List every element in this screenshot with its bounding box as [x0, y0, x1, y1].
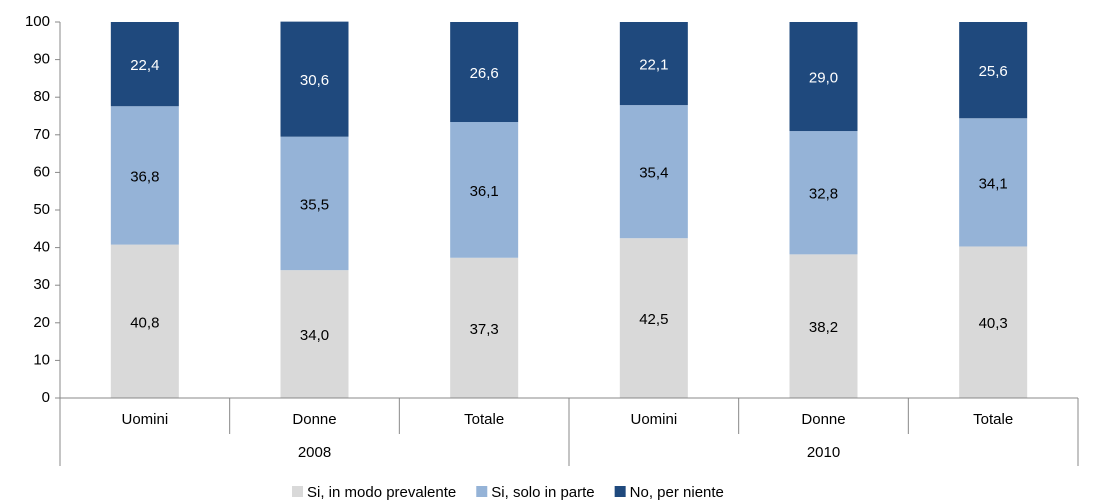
value-label: 22,4 — [130, 57, 159, 74]
bar-segment — [959, 22, 1028, 119]
bar-segment — [619, 238, 688, 398]
x-tick-label: Donne — [801, 411, 845, 428]
value-label: 35,5 — [300, 196, 329, 213]
y-tick-label: 30 — [33, 276, 50, 293]
y-tick-label: 60 — [33, 163, 50, 180]
y-tick-label: 0 — [42, 389, 50, 406]
legend-swatch — [476, 486, 488, 497]
bar-segment — [789, 131, 858, 255]
x-tick-label: Uomini — [630, 411, 677, 428]
bar-segment — [450, 122, 519, 258]
value-label: 25,6 — [979, 63, 1008, 80]
bar-segment — [789, 254, 858, 398]
value-label: 34,0 — [300, 327, 329, 344]
value-label: 35,4 — [639, 165, 668, 182]
bar-segment — [450, 22, 519, 123]
bar-segment — [959, 118, 1028, 247]
legend-label: No, per niente — [630, 484, 724, 501]
bar-segment — [959, 246, 1028, 398]
y-tick-label: 50 — [33, 201, 50, 218]
value-label: 26,6 — [470, 65, 499, 82]
value-label: 40,3 — [979, 315, 1008, 332]
value-label: 36,1 — [470, 183, 499, 200]
group-label: 2010 — [807, 444, 840, 461]
x-tick-label: Totale — [464, 411, 504, 428]
value-label: 22,1 — [639, 57, 668, 74]
value-label: 36,8 — [130, 168, 159, 185]
bar-segment — [110, 22, 179, 107]
x-tick-label: Uomini — [121, 411, 168, 428]
bar-segment — [110, 106, 179, 245]
legend-swatch — [292, 486, 303, 497]
value-label: 32,8 — [809, 186, 838, 203]
bar-segment — [450, 257, 519, 398]
value-label: 29,0 — [809, 69, 838, 86]
y-tick-label: 70 — [33, 126, 50, 143]
legend-label: Si, solo in parte — [491, 484, 594, 501]
group-label: 2008 — [298, 444, 331, 461]
x-tick-label: Donne — [292, 411, 336, 428]
bar-segment — [789, 22, 858, 132]
bar-segment — [110, 244, 179, 398]
y-tick-label: 40 — [33, 239, 50, 256]
legend-swatch — [614, 486, 626, 497]
bar-segment — [280, 270, 349, 398]
bar-segment — [280, 136, 349, 271]
bar-segment — [280, 21, 349, 137]
y-tick-label: 90 — [33, 51, 50, 68]
value-label: 37,3 — [470, 321, 499, 338]
value-label: 42,5 — [639, 311, 668, 328]
bar-segment — [619, 22, 688, 106]
value-label: 34,1 — [979, 175, 1008, 192]
y-tick-label: 20 — [33, 314, 50, 331]
y-tick-label: 10 — [33, 351, 50, 368]
value-label: 38,2 — [809, 319, 838, 336]
value-label: 40,8 — [130, 314, 159, 331]
x-tick-label: Totale — [973, 411, 1013, 428]
bar-segment — [619, 105, 688, 239]
legend-label: Si, in modo prevalente — [307, 484, 456, 501]
y-tick-label: 80 — [33, 88, 50, 105]
value-label: 30,6 — [300, 72, 329, 89]
y-tick-label: 100 — [25, 13, 50, 30]
